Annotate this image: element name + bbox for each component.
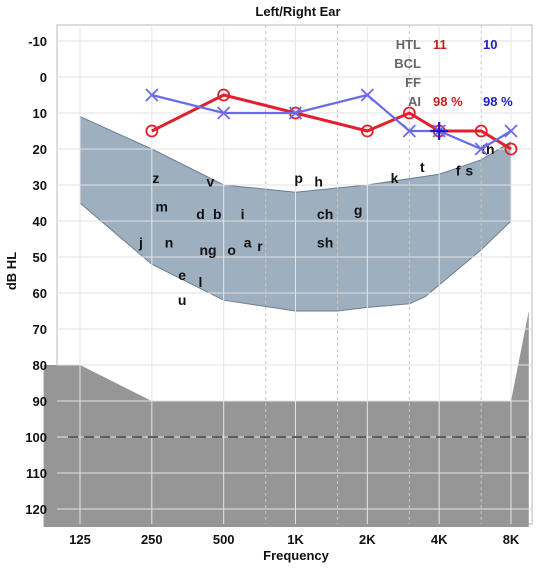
circle-marker — [402, 106, 416, 120]
x-tick-label: 2K — [359, 532, 376, 547]
x-tick-label: 8K — [503, 532, 520, 547]
x-marker — [360, 88, 374, 102]
x-marker — [402, 124, 416, 138]
legend-right-value: 11 — [433, 37, 447, 52]
phoneme-label: z — [152, 170, 159, 186]
legend: HTL 11 10 BCL FF AI 98 % 98 % — [394, 37, 513, 109]
grid-lines — [57, 25, 532, 524]
phoneme-label: d — [196, 206, 205, 222]
x-marker — [217, 106, 231, 120]
y-axis-ticks: -10 0 10 20 30 40 50 60 70 80 90 100 110 120 — [25, 34, 47, 517]
y-tick-label: -10 — [28, 34, 47, 49]
y-tick-label: 60 — [33, 286, 47, 301]
legend-row-label: FF — [405, 75, 421, 90]
circle-marker — [360, 124, 374, 138]
y-tick-label: 80 — [33, 358, 47, 373]
phoneme-label: g — [354, 202, 363, 218]
phoneme-label: i — [241, 206, 245, 222]
y-tick-label: 10 — [33, 106, 47, 121]
phoneme-label: a — [244, 235, 252, 251]
x-marker-stroke — [402, 124, 416, 138]
phoneme-label: b — [213, 206, 222, 222]
threshold-series — [145, 88, 518, 156]
phoneme-label: h — [314, 173, 323, 189]
x-marker-stroke — [474, 142, 488, 156]
legend-row-label: AI — [408, 94, 421, 109]
phoneme-label: n — [165, 235, 174, 251]
x-tick-label: 125 — [69, 532, 91, 547]
aided-threshold-marker — [430, 122, 449, 140]
phoneme-label: s — [465, 163, 473, 179]
circle-marker — [217, 88, 231, 102]
x-marker-stroke — [360, 88, 374, 102]
phoneme-label: k — [391, 170, 399, 186]
x-marker — [145, 88, 159, 102]
x-axis-ticks: 125 250 500 1K 2K 4K 8K — [69, 532, 520, 547]
circle-marker — [145, 124, 159, 138]
x-marker — [288, 106, 303, 120]
x-marker-stroke — [504, 124, 518, 138]
phoneme-label: ch — [317, 206, 333, 222]
legend-left-value: 98 % — [483, 94, 513, 109]
x-marker-stroke — [217, 106, 231, 120]
phoneme-label: t — [420, 159, 425, 175]
circle-marker — [474, 124, 488, 138]
legend-row-label: BCL — [394, 56, 421, 71]
x-tick-label: 1K — [287, 532, 304, 547]
y-tick-label: 50 — [33, 250, 47, 265]
x-tick-label: 500 — [213, 532, 235, 547]
y-tick-label: 110 — [26, 466, 47, 481]
phoneme-label: v — [207, 173, 215, 189]
phoneme-label: u — [178, 292, 187, 308]
phoneme-label: o — [227, 242, 236, 258]
x-marker — [504, 124, 518, 138]
phoneme-label: l — [199, 274, 203, 290]
legend-right-value: 98 % — [433, 94, 463, 109]
y-tick-label: 100 — [25, 430, 47, 445]
x-marker — [474, 142, 488, 156]
phoneme-label: e — [178, 267, 186, 283]
x-axis-label: Frequency — [263, 548, 330, 563]
y-tick-label: 20 — [33, 142, 47, 157]
y-tick-label: 30 — [33, 178, 47, 193]
phoneme-label: p — [294, 170, 303, 186]
series-line — [151, 93, 512, 151]
phoneme-label: f — [456, 163, 461, 179]
y-tick-label: 0 — [40, 70, 47, 85]
series-line — [151, 93, 512, 151]
y-tick-label: 70 — [33, 322, 47, 337]
phoneme-label: j — [138, 235, 143, 251]
legend-left-value: 10 — [483, 37, 497, 52]
legend-row-label: HTL — [396, 37, 421, 52]
phoneme-label: r — [257, 238, 263, 254]
chart-title: Left/Right Ear — [255, 4, 340, 19]
y-tick-label: 40 — [33, 214, 47, 229]
phoneme-label: m — [155, 199, 167, 215]
phoneme-label: sh — [317, 235, 333, 251]
phoneme-label: ng — [199, 242, 216, 258]
y-tick-label: 90 — [33, 394, 47, 409]
x-marker-stroke — [288, 106, 303, 120]
x-marker-stroke — [145, 88, 159, 102]
y-axis-label: dB HL — [4, 252, 19, 290]
x-tick-label: 4K — [431, 532, 448, 547]
x-tick-label: 250 — [141, 532, 163, 547]
y-tick-label: 120 — [25, 502, 47, 517]
circle-marker — [504, 142, 518, 156]
